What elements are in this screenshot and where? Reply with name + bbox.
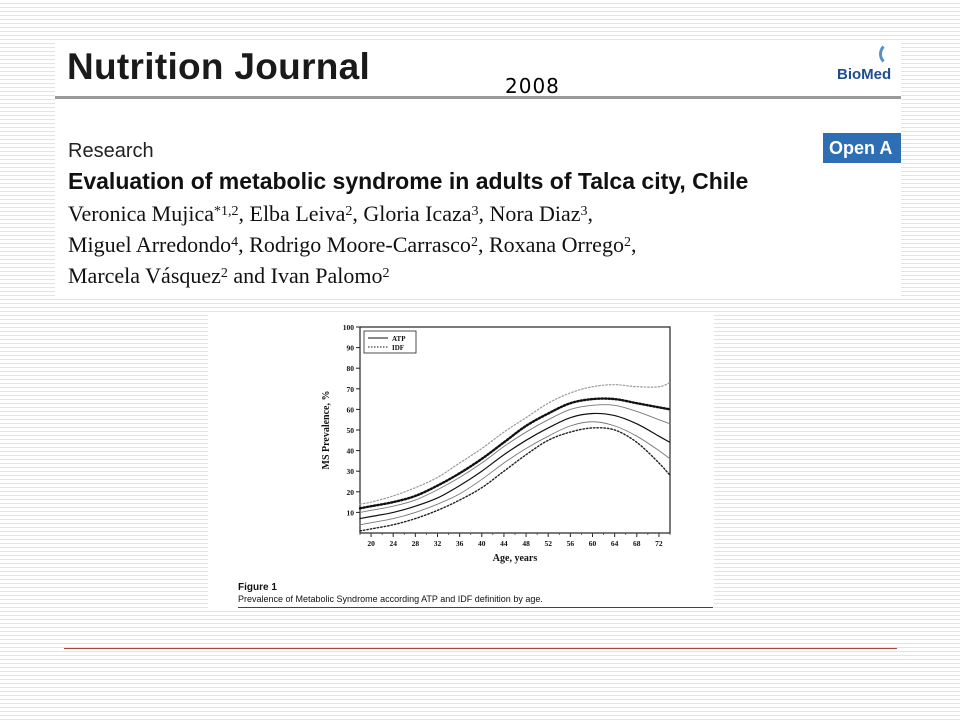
author-separator: , <box>477 232 489 257</box>
x-tick-label: 24 <box>389 539 397 548</box>
author-separator: and <box>227 263 271 288</box>
author-affiliation: 4 <box>231 235 239 250</box>
author-name: Rodrigo Moore-Carrasco <box>249 232 471 257</box>
y-tick-label: 30 <box>347 467 355 476</box>
x-tick-label: 72 <box>655 539 663 548</box>
figure-rule <box>238 607 713 608</box>
header-divider <box>55 96 901 99</box>
plot-frame <box>359 326 671 534</box>
article-type: Research <box>68 140 154 162</box>
author-affiliation: 2 <box>470 235 478 250</box>
author-affiliation: 3 <box>580 204 588 219</box>
series-line-atp-estimate <box>359 412 671 520</box>
author-affiliation: 3 <box>471 204 479 219</box>
author-line: Veronica Mujica*1,2, Elba Leiva2, Gloria… <box>68 198 898 229</box>
x-tick-label: 44 <box>500 539 508 548</box>
x-tick-label: 40 <box>478 539 486 548</box>
author-name: Nora Diaz <box>489 201 581 226</box>
legend-label: IDF <box>392 344 404 352</box>
author-name: Roxana Orrego <box>488 232 624 257</box>
prevalence-chart: 10 20 30 40 50 60 70 80 90 100 20 24 28 32 36 40 44 48 52 5… <box>321 323 672 564</box>
x-tick-label: 20 <box>367 539 375 548</box>
author-affiliation: 2 <box>382 266 390 281</box>
author-line: Marcela Vásquez2 and Ivan Palomo2 <box>68 260 898 291</box>
y-tick-label: 80 <box>347 364 355 373</box>
author-affiliation: 2 <box>220 266 228 281</box>
open-access-badge: Open A <box>823 133 901 163</box>
y-tick-label: 60 <box>347 405 355 414</box>
x-tick-label: 64 <box>611 539 619 548</box>
x-tick-label: 56 <box>567 539 575 548</box>
x-tick-label: 48 <box>522 539 530 548</box>
x-tick-label: 28 <box>412 539 420 548</box>
author-name: Miguel Arredondo <box>68 232 232 257</box>
publication-year: 2008 <box>505 74 560 98</box>
series-line-idf-ci-lower <box>359 427 671 532</box>
x-tick-label: 52 <box>544 539 552 548</box>
journal-title: Nutrition Journal <box>67 46 371 87</box>
series-line-atp-ci-lower <box>359 421 671 526</box>
figure-panel: 10 20 30 40 50 60 70 80 90 100 20 24 28 32 36 40 44 48 52 5… <box>208 313 714 611</box>
author-separator: , <box>587 201 594 226</box>
author-name: Elba Leiva <box>249 201 346 226</box>
figure-caption: Prevalence of Metabolic Syndrome accordi… <box>238 594 543 604</box>
x-axis-label: Age, years <box>493 553 538 564</box>
series-line-idf-estimate <box>358 397 672 510</box>
author-name: Marcela Vásquez <box>68 263 221 288</box>
author-name: Veronica Mujica <box>68 201 214 226</box>
y-tick-label: 70 <box>347 385 355 394</box>
series-line-atp-ci-upper <box>359 404 671 513</box>
author-affiliation: 2 <box>345 204 353 219</box>
series-line-idf-ci-upper <box>359 382 671 505</box>
y-tick-label: 40 <box>347 447 355 456</box>
legend-label: ATP <box>392 335 406 343</box>
author-separator: , <box>238 232 250 257</box>
y-tick-label: 90 <box>347 344 355 353</box>
x-tick-label: 36 <box>456 539 464 548</box>
author-separator: , <box>478 201 490 226</box>
x-tick-label: 60 <box>589 539 597 548</box>
publisher-name: BioMed <box>837 66 892 83</box>
publisher-logo: BioMed <box>837 42 901 88</box>
author-separator: , <box>630 232 637 257</box>
footer-divider <box>64 648 897 649</box>
author-separator: , <box>352 201 364 226</box>
y-tick-label: 10 <box>347 508 355 517</box>
author-line: Miguel Arredondo4, Rodrigo Moore-Carrasc… <box>68 229 898 260</box>
author-name: Ivan Palomo <box>270 263 383 288</box>
y-tick-label: 50 <box>347 426 355 435</box>
author-affiliation: 2 <box>623 235 631 250</box>
y-tick-label: 100 <box>343 323 355 332</box>
x-tick-label: 68 <box>633 539 641 548</box>
author-affiliation: *1,2 <box>214 204 239 219</box>
article-header: Nutrition Journal 2008 BioMed Research O… <box>55 40 901 298</box>
x-tick-label: 32 <box>434 539 442 548</box>
legend-box <box>363 330 417 354</box>
article-title: Evaluation of metabolic syndrome in adul… <box>68 168 749 194</box>
figure-label: Figure 1 <box>238 582 277 593</box>
y-tick-label: 20 <box>347 488 355 497</box>
y-axis-label: MS Prevalence, % <box>321 391 332 470</box>
publisher-arc-icon <box>879 42 901 66</box>
author-separator: , <box>238 201 250 226</box>
author-name: Gloria Icaza <box>363 201 472 226</box>
author-list: Veronica Mujica*1,2, Elba Leiva2, Gloria… <box>68 198 898 291</box>
